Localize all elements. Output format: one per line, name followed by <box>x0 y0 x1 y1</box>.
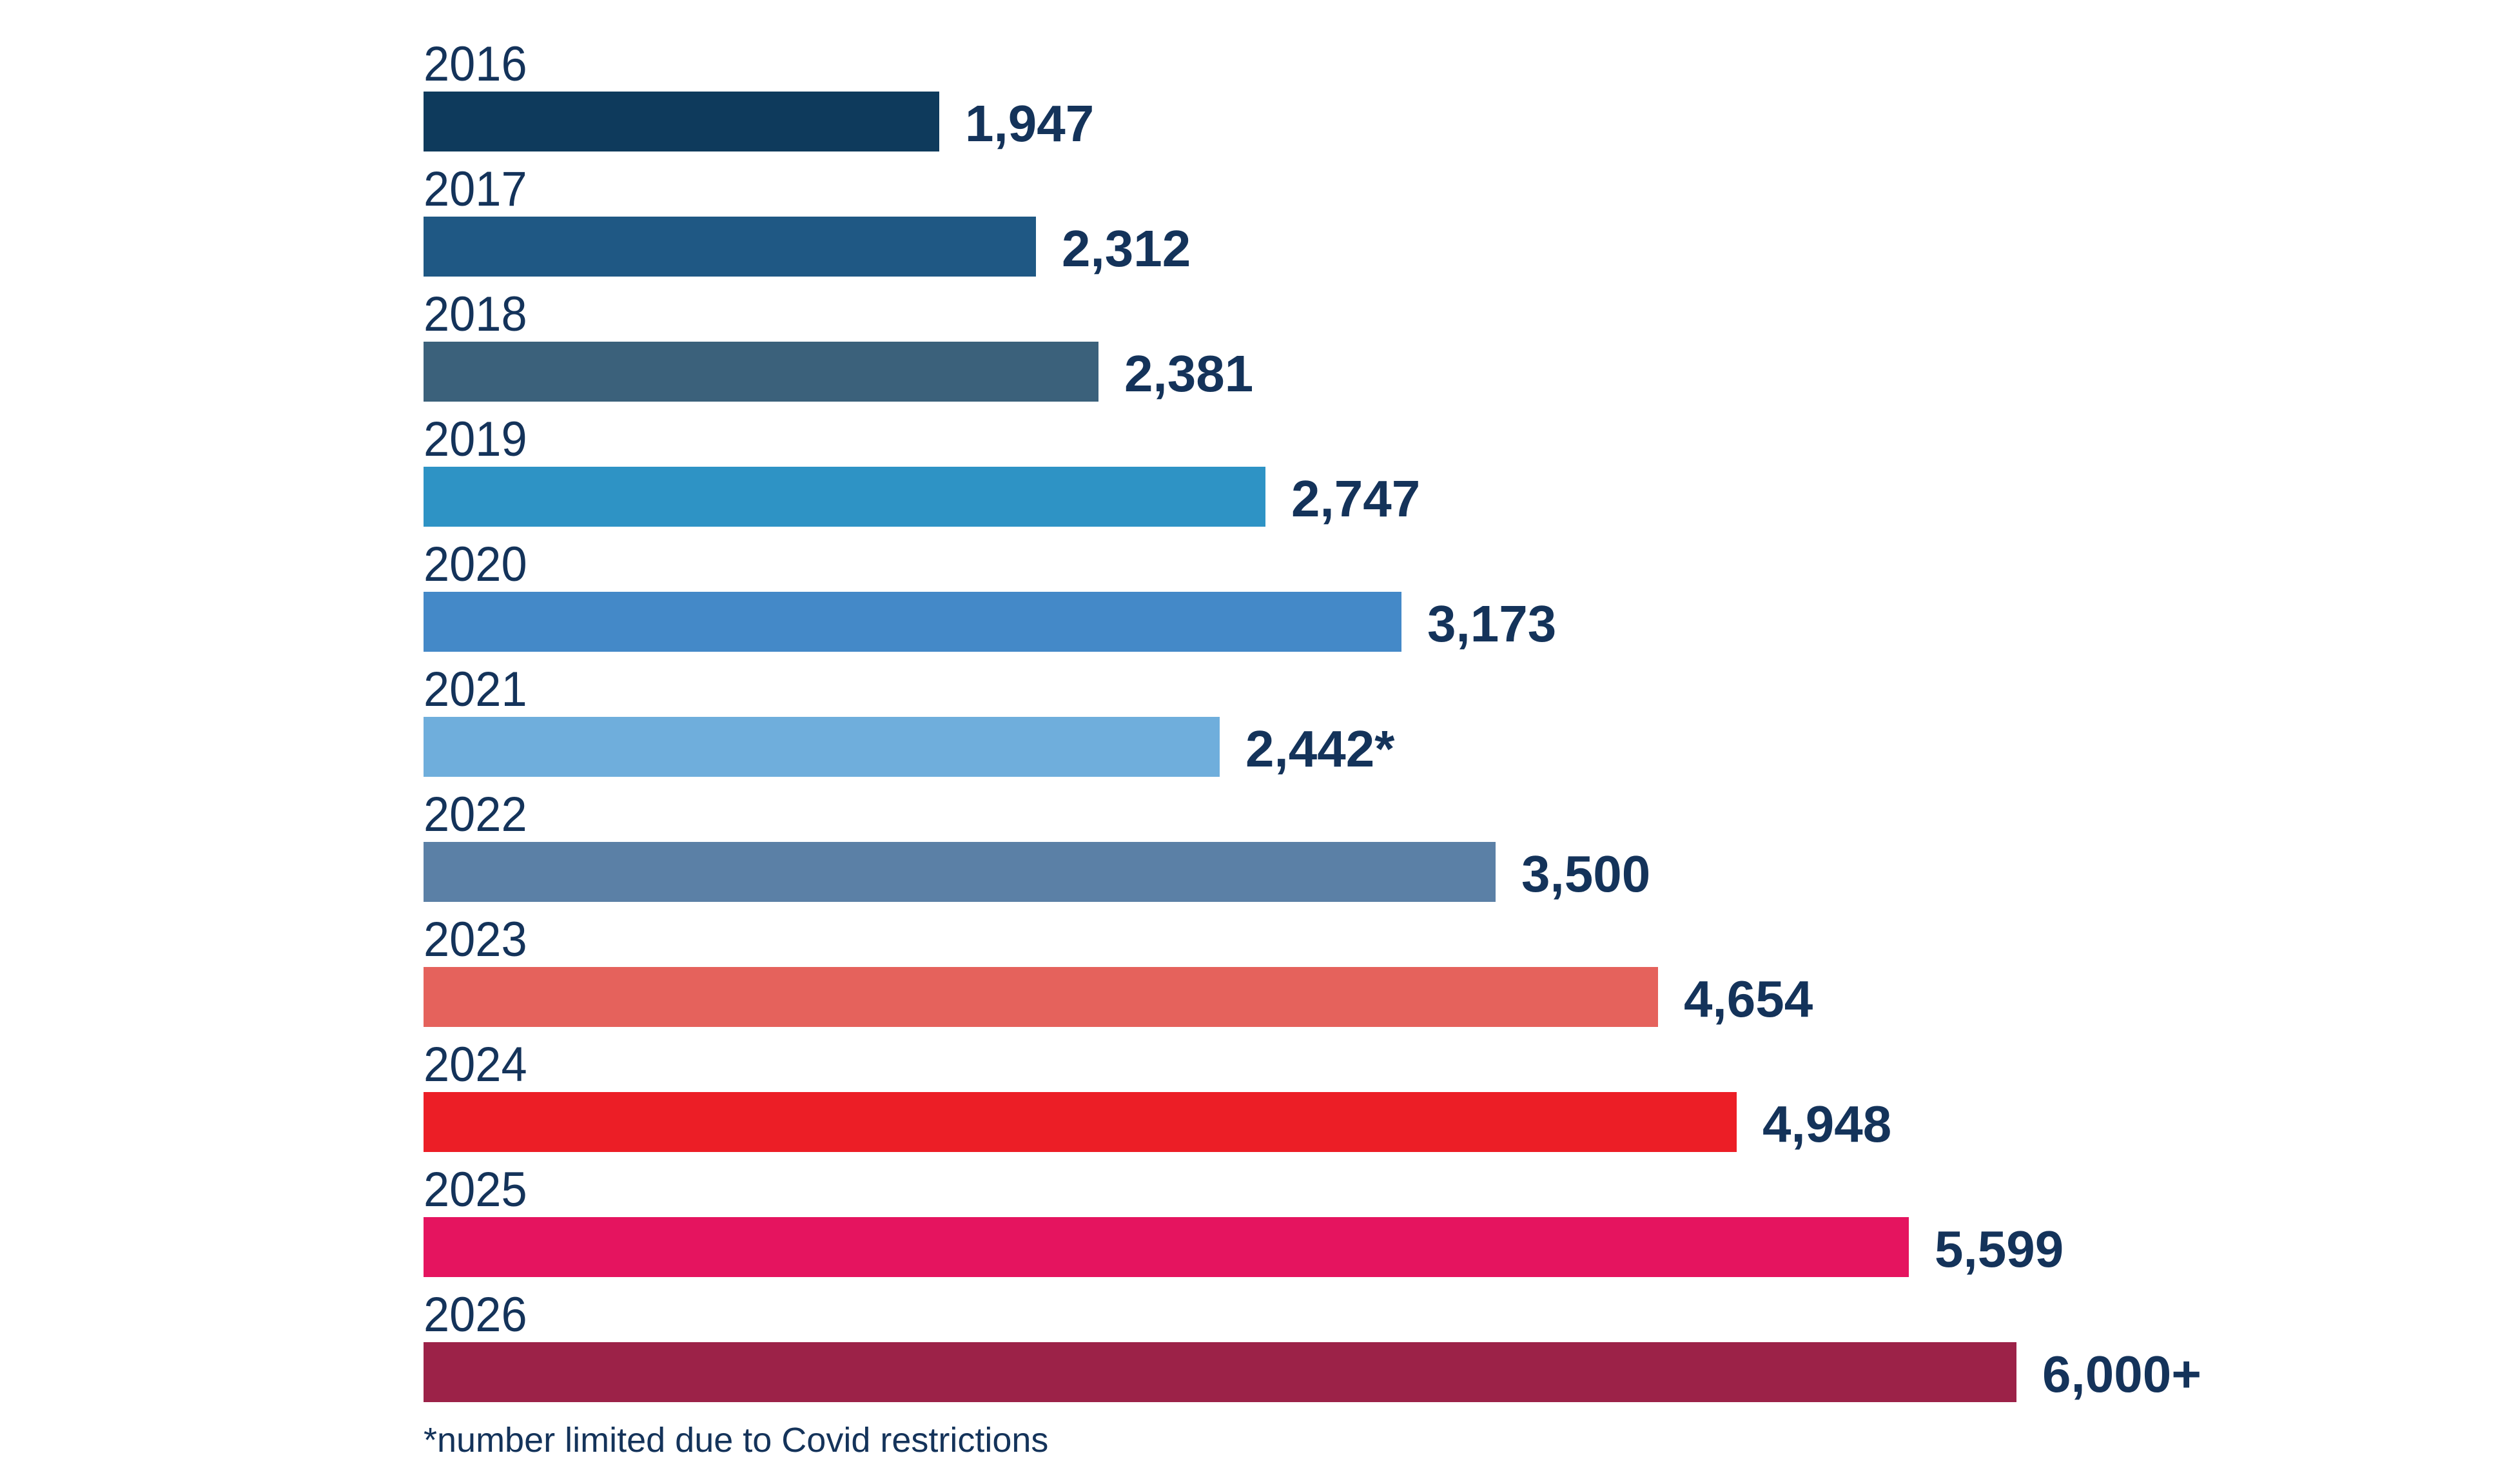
value-label: 5,599 <box>1935 1220 2064 1278</box>
year-label: 2016 <box>424 37 527 92</box>
chart-row: 2022 3,500 <box>424 787 2201 903</box>
bar <box>424 92 939 151</box>
value-label: 3,500 <box>1521 845 1651 903</box>
chart-row: 2026 6,000+ <box>424 1287 2201 1403</box>
bar-line: 2,442* <box>424 717 2201 777</box>
bar <box>424 1092 1737 1152</box>
chart-row: 2019 2,747 <box>424 413 2201 527</box>
value-label: 2,747 <box>1291 469 1421 527</box>
value-label: 1,947 <box>965 94 1095 152</box>
chart-row: 2016 1,947 <box>424 37 2201 152</box>
year-label: 2021 <box>424 662 527 717</box>
bar <box>424 717 1220 777</box>
bar-line: 4,948 <box>424 1092 2201 1153</box>
bar <box>424 342 1098 402</box>
chart-row: 2021 2,442* <box>424 663 2201 777</box>
bar <box>424 217 1036 277</box>
bar-line: 6,000+ <box>424 1342 2201 1403</box>
bar <box>424 967 1658 1027</box>
bar <box>424 467 1265 527</box>
year-label: 2017 <box>424 162 527 217</box>
chart-row: 2023 4,654 <box>424 912 2201 1028</box>
bar-line: 3,173 <box>424 592 2201 652</box>
value-label: 4,948 <box>1762 1095 1892 1153</box>
bar <box>424 1342 2016 1402</box>
bar <box>424 842 1496 902</box>
chart-row: 2020 3,173 <box>424 538 2201 652</box>
value-label: 6,000+ <box>2042 1345 2201 1403</box>
bar <box>424 1217 1909 1277</box>
chart-row: 2025 5,599 <box>424 1162 2201 1278</box>
bar-chart: 2016 1,947 2017 2,312 2018 2,381 2019 2,… <box>424 37 2201 1461</box>
bar-line: 1,947 <box>424 92 2201 152</box>
year-label: 2024 <box>424 1037 527 1092</box>
year-label: 2026 <box>424 1287 527 1342</box>
chart-rows: 2016 1,947 2017 2,312 2018 2,381 2019 2,… <box>424 37 2201 1403</box>
bar-line: 2,747 <box>424 467 2201 527</box>
chart-row: 2024 4,948 <box>424 1037 2201 1153</box>
bar-line: 5,599 <box>424 1217 2201 1278</box>
year-label: 2019 <box>424 412 527 467</box>
value-label: 4,654 <box>1684 970 1813 1028</box>
year-label: 2023 <box>424 912 527 967</box>
bar-line: 2,381 <box>424 342 2201 402</box>
year-label: 2025 <box>424 1162 527 1217</box>
chart-footnote: *number limited due to Covid restriction… <box>424 1421 1049 1460</box>
value-label: 2,442* <box>1245 719 1395 777</box>
year-label: 2018 <box>424 287 527 342</box>
chart-row: 2018 2,381 <box>424 288 2201 402</box>
value-label: 2,381 <box>1124 344 1254 402</box>
bar-line: 4,654 <box>424 967 2201 1028</box>
chart-row: 2017 2,312 <box>424 162 2201 277</box>
year-label: 2020 <box>424 537 527 592</box>
value-label: 2,312 <box>1062 219 1191 277</box>
bar-line: 3,500 <box>424 842 2201 903</box>
value-label: 3,173 <box>1427 594 1557 652</box>
year-label: 2022 <box>424 787 527 842</box>
bar-line: 2,312 <box>424 217 2201 277</box>
bar <box>424 592 1401 652</box>
